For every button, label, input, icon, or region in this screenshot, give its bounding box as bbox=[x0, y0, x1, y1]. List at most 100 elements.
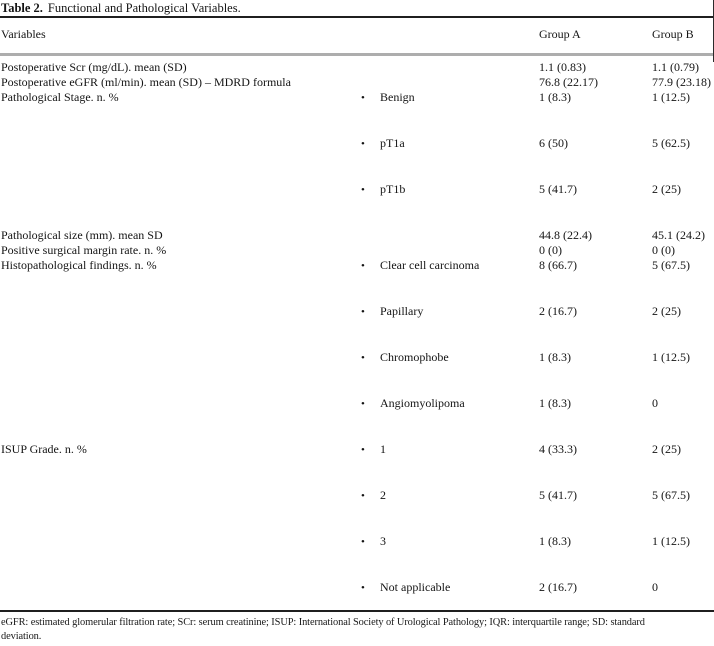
group-a-cell: 1 (8.3) bbox=[539, 350, 571, 364]
subitem-label: Angiomyolipoma bbox=[380, 396, 465, 410]
table-row: • Chromophobe 1 (8.3) 1 (12.5) bbox=[0, 350, 714, 396]
group-b-cell: 5 (62.5) bbox=[652, 136, 690, 150]
group-b-cell: 2 (25) bbox=[652, 182, 681, 196]
header-row: Variables Group A Group B bbox=[0, 18, 714, 56]
variable-cell: Postoperative Scr (mg/dL). mean (SD) bbox=[1, 60, 187, 74]
group-a-cell: 1 (8.3) bbox=[539, 90, 571, 104]
table-row: • Angiomyolipoma 1 (8.3) 0 bbox=[0, 396, 714, 442]
subitem-cell: • 3 bbox=[356, 534, 539, 580]
variables-table: Variables Group A Group B Postoperative … bbox=[0, 18, 714, 626]
table-row: • pT1a 6 (50) 5 (62.5) bbox=[0, 136, 714, 182]
bottom-rule bbox=[0, 610, 714, 612]
header-group-b: Group B bbox=[651, 18, 714, 56]
bullet-icon: • bbox=[361, 138, 365, 150]
table-row: • 2 5 (41.7) 5 (67.5) bbox=[0, 488, 714, 534]
group-b-cell: 2 (25) bbox=[652, 304, 681, 318]
subitem-label: pT1b bbox=[380, 182, 406, 196]
group-a-cell: 1.1 (0.83) bbox=[539, 60, 586, 74]
subitem-cell: • 1 bbox=[356, 442, 539, 488]
variable-cell: Positive surgical margin rate. n. % bbox=[1, 243, 167, 257]
table-caption: Table 2. Functional and Pathological Vari… bbox=[1, 2, 241, 15]
group-b-cell: 5 (67.5) bbox=[652, 258, 690, 272]
group-b-cell: 77.9 (23.18) bbox=[652, 75, 711, 89]
variable-cell bbox=[0, 136, 356, 182]
subitem-cell: • Benign bbox=[356, 90, 539, 136]
bullet-icon: • bbox=[361, 92, 365, 104]
table-header: Variables Group A Group B bbox=[0, 18, 714, 56]
group-b-cell: 45.1 (24.2) bbox=[652, 228, 705, 242]
subitem-label: 1 bbox=[380, 442, 386, 456]
subitem-label: pT1a bbox=[380, 136, 405, 150]
subitem-label: Chromophobe bbox=[380, 350, 449, 364]
group-b-cell: 5 (67.5) bbox=[652, 488, 690, 502]
table-row: Postoperative Scr (mg/dL). mean (SD) • 1… bbox=[0, 55, 714, 76]
header-variables: Variables bbox=[0, 18, 356, 56]
subitem-cell: • pT1b bbox=[356, 182, 539, 228]
subitem-cell: • bbox=[356, 228, 539, 243]
subitem-cell: • pT1a bbox=[356, 136, 539, 182]
subitem-cell: • Angiomyolipoma bbox=[356, 396, 539, 442]
group-b-cell: 2 (25) bbox=[652, 442, 681, 456]
subitem-cell: • Chromophobe bbox=[356, 350, 539, 396]
subitem-cell: • bbox=[356, 75, 539, 90]
group-a-cell: 5 (41.7) bbox=[539, 488, 577, 502]
table-body: Postoperative Scr (mg/dL). mean (SD) • 1… bbox=[0, 55, 714, 627]
bullet-icon: • bbox=[361, 398, 365, 410]
bullet-icon: • bbox=[361, 582, 365, 594]
subitem-cell: • 2 bbox=[356, 488, 539, 534]
variable-cell: Pathological size (mm). mean SD bbox=[1, 228, 163, 242]
table-row: • pT1b 5 (41.7) 2 (25) bbox=[0, 182, 714, 228]
group-a-cell: 6 (50) bbox=[539, 136, 568, 150]
table-caption-number: Table 2. bbox=[1, 1, 43, 15]
footnote-line-1: eGFR: estimated glomerular filtration ra… bbox=[1, 617, 645, 628]
table-row: • Not applicable 2 (16.7) 0 bbox=[0, 580, 714, 626]
subitem-cell: • Not applicable bbox=[356, 580, 539, 626]
subitem-label: 3 bbox=[380, 534, 386, 548]
header-subitem bbox=[356, 18, 539, 56]
table-row: Histopathological findings. n. % • Clear … bbox=[0, 258, 714, 304]
subitem-label: Papillary bbox=[380, 304, 424, 318]
bullet-icon: • bbox=[361, 306, 365, 318]
group-b-cell: 1 (12.5) bbox=[652, 350, 690, 364]
group-a-cell: 4 (33.3) bbox=[539, 442, 577, 456]
top-rule bbox=[0, 16, 714, 18]
group-a-cell: 1 (8.3) bbox=[539, 534, 571, 548]
table-footnote: eGFR: estimated glomerular filtration ra… bbox=[1, 616, 714, 643]
subitem-cell: • bbox=[356, 243, 539, 258]
group-b-cell: 0 bbox=[652, 580, 658, 594]
table-row: • 3 1 (8.3) 1 (12.5) bbox=[0, 534, 714, 580]
group-b-cell: 1.1 (0.79) bbox=[652, 60, 699, 74]
table-row: Pathological size (mm). mean SD • 44.8 (… bbox=[0, 228, 714, 243]
variable-cell bbox=[0, 396, 356, 442]
bullet-icon: • bbox=[361, 490, 365, 502]
subitem-label: 2 bbox=[380, 488, 386, 502]
subitem-label: Clear cell carcinoma bbox=[380, 258, 480, 272]
variable-cell bbox=[0, 488, 356, 534]
variable-cell: Histopathological findings. n. % bbox=[1, 258, 157, 272]
bullet-icon: • bbox=[361, 536, 365, 548]
group-b-cell: 0 (0) bbox=[652, 243, 675, 257]
table-row: ISUP Grade. n. % • 1 4 (33.3) 2 (25) bbox=[0, 442, 714, 488]
subitem-cell: • Clear cell carcinoma bbox=[356, 258, 539, 304]
subitem-cell: • bbox=[356, 55, 539, 76]
group-a-cell: 5 (41.7) bbox=[539, 182, 577, 196]
group-a-cell: 8 (66.7) bbox=[539, 258, 577, 272]
bullet-icon: • bbox=[361, 260, 365, 272]
bullet-icon: • bbox=[361, 444, 365, 456]
bullet-icon: • bbox=[361, 352, 365, 364]
group-b-cell: 1 (12.5) bbox=[652, 534, 690, 548]
variable-cell: Postoperative eGFR (ml/min). mean (SD) –… bbox=[1, 75, 291, 89]
footnote-line-2: deviation. bbox=[1, 630, 42, 642]
table-caption-text: Functional and Pathological Variables. bbox=[47, 1, 241, 15]
variable-cell: ISUP Grade. n. % bbox=[1, 442, 87, 456]
variable-cell bbox=[0, 534, 356, 580]
bullet-icon: • bbox=[361, 184, 365, 196]
group-b-cell: 0 bbox=[652, 396, 658, 410]
variable-cell bbox=[0, 350, 356, 396]
group-a-cell: 2 (16.7) bbox=[539, 304, 577, 318]
table-row: Pathological Stage. n. % • Benign 1 (8.3)… bbox=[0, 90, 714, 136]
group-a-cell: 2 (16.7) bbox=[539, 580, 577, 594]
subitem-cell: • Papillary bbox=[356, 304, 539, 350]
subitem-label: Not applicable bbox=[380, 580, 451, 594]
